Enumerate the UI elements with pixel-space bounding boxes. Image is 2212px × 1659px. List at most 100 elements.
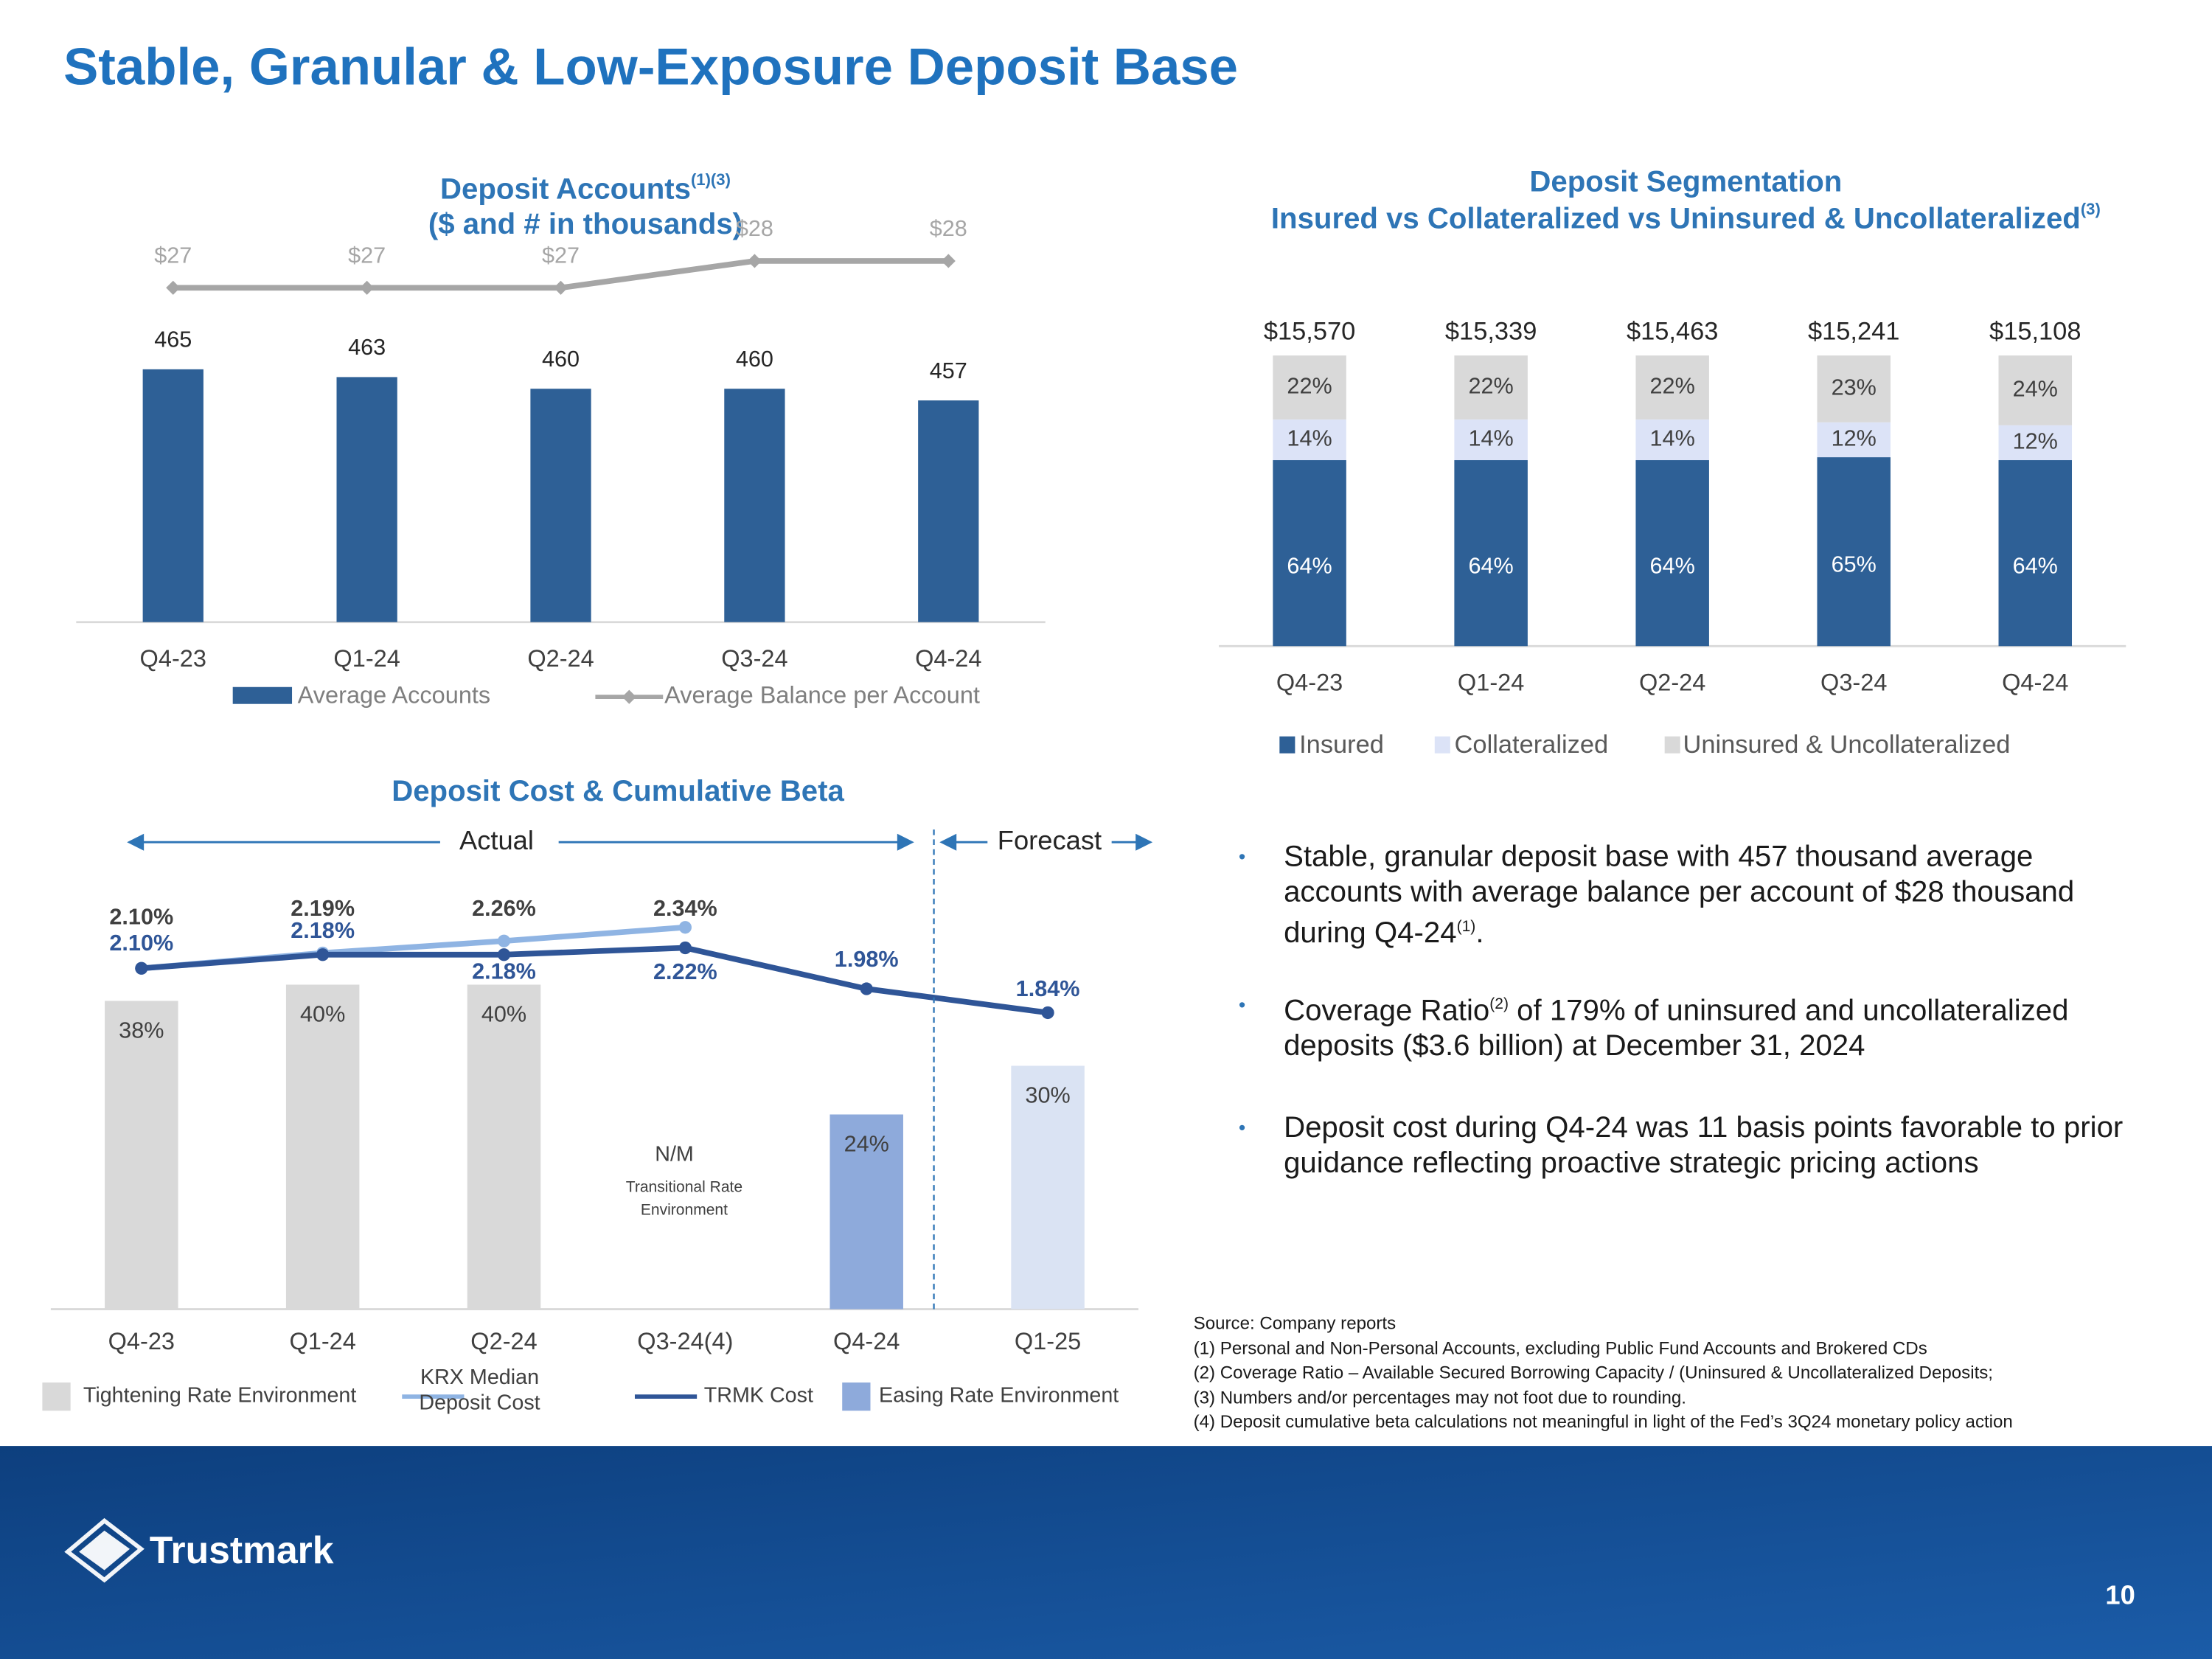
legend-label: Average Balance per Account (664, 682, 980, 709)
x-tick-label: Q4-24 (915, 645, 981, 672)
line-value-label: $27 (348, 243, 386, 268)
line-marker (941, 254, 956, 268)
line-value-label: 2.22% (653, 959, 717, 984)
segment-label: 22% (1468, 374, 1513, 399)
chart-title: Deposit Cost & Cumulative Beta (392, 774, 844, 807)
stacked-bar-segment (1273, 460, 1346, 647)
segment-label: 64% (1468, 553, 1513, 578)
line-marker (497, 948, 511, 961)
segment-label: 23% (1832, 375, 1877, 400)
bullet-text-part: Stable, granular deposit base with 457 t… (1284, 841, 2075, 950)
bar-value-label: 24% (844, 1132, 889, 1157)
segment-label: 12% (2013, 428, 2058, 453)
annotation: Actual (459, 825, 534, 855)
legend-label: TRMK Cost (704, 1384, 813, 1408)
bar-value-label: 30% (1025, 1083, 1070, 1108)
bar (467, 984, 541, 1310)
bullet: • Deposit cost during Q4-24 was 11 basis … (1239, 1110, 2141, 1181)
chart-subtitle-text: Insured vs Collateralized vs Uninsured &… (1271, 201, 2081, 234)
stacked-bar-segment (1273, 355, 1346, 420)
annotation: Transitional Rate Environment (625, 1179, 743, 1220)
x-tick-label: Q1-24 (333, 645, 400, 672)
bar (724, 389, 785, 622)
page-number: 10 (2105, 1579, 2135, 1610)
bullet-dot: • (1238, 1116, 1246, 1139)
legend-swatch (232, 686, 293, 704)
total-label: $15,463 (1627, 318, 1718, 346)
bullets-box: • Stable, granular deposit base with 457 … (1239, 839, 2141, 1180)
x-tick-label: Q2-24 (470, 1328, 537, 1354)
footnote: (3) Numbers and/or percentages may not f… (1193, 1387, 1687, 1408)
line-marker (1041, 1006, 1054, 1020)
bar-value-label: 38% (119, 1018, 164, 1043)
stacked-bar-segment (1635, 355, 1709, 420)
chart-title-sup: (1)(3) (691, 170, 731, 189)
line-value-label: 2.26% (472, 896, 536, 921)
line-marker (860, 982, 873, 995)
line-value-label: 2.34% (653, 896, 717, 921)
line-marker (166, 280, 181, 295)
bullet-text: Deposit cost during Q4-24 was 11 basis p… (1284, 1110, 2141, 1181)
bullets: • Stable, granular deposit base with 457 … (1239, 839, 2141, 1180)
segment-label: 12% (1832, 426, 1877, 451)
bullet-text: Stable, granular deposit base with 457 t… (1284, 839, 2141, 950)
x-tick-label: Q1-24 (289, 1328, 355, 1354)
legend-swatch (1279, 736, 1295, 754)
line-value-label: $28 (930, 216, 967, 241)
stacked-bar-segment (1998, 460, 2073, 647)
chart-subtitle: Insured vs Collateralized vs Uninsured &… (1271, 200, 2101, 234)
bar (285, 984, 360, 1310)
line-value-label: $27 (542, 243, 580, 268)
chart-title-text: Deposit Accounts (440, 172, 691, 205)
line-marker (316, 948, 330, 961)
x-tick-label: Q4-24 (2002, 669, 2068, 696)
total-label: $15,570 (1264, 318, 1355, 346)
x-tick-label: Q4-23 (140, 645, 206, 672)
bullet-text-part: Coverage Ratio (1284, 994, 1490, 1027)
bullet-text-part: of 179% of uninsured and uncollateralize… (1284, 994, 2069, 1062)
line-value-label: 1.98% (835, 947, 899, 972)
bar-value-label: 463 (348, 335, 386, 360)
stacked-bar-segment (1998, 355, 2073, 425)
segment-label: 22% (1650, 374, 1695, 399)
x-tick-label: Q2-24 (527, 645, 594, 672)
line-value-label: 2.18% (472, 959, 536, 984)
line-value-label: 2.18% (291, 918, 355, 943)
annotation-note: Transitional Rate Environment (625, 1179, 743, 1220)
annotation: Forecast (998, 825, 1102, 855)
line-marker (678, 921, 692, 934)
x-tick-label: Q4-23 (1276, 669, 1343, 696)
bar (336, 377, 397, 622)
legend-label: KRX Median Deposit Cost (419, 1366, 540, 1416)
line-value-label: 2.19% (291, 896, 355, 921)
x-tick-label: Q3-24 (721, 645, 787, 672)
line-series (141, 945, 1048, 1016)
segment-label: 24% (2013, 377, 2058, 402)
stacked-bar-segment (1817, 355, 1891, 422)
footnote: (2) Coverage Ratio – Available Secured B… (1193, 1363, 1994, 1382)
segment-label: 64% (2013, 553, 2058, 578)
total-label: $15,108 (1989, 318, 2081, 346)
logo-text: Trustmark (150, 1528, 334, 1571)
bullet: • Stable, granular deposit base with 457 … (1239, 839, 2141, 950)
stacked-bar-segment (1454, 355, 1528, 420)
bar (1011, 1065, 1085, 1310)
total-label: $15,339 (1445, 318, 1537, 346)
legend-label: Average Accounts (298, 682, 491, 709)
legend-swatch (842, 1382, 871, 1411)
legend-label: Tightening Rate Environment (83, 1384, 357, 1408)
segment-label: 14% (1468, 426, 1513, 451)
logo-icon (64, 1517, 145, 1583)
legend-marker (622, 689, 636, 704)
bar-value-label: 460 (736, 347, 773, 372)
stacked-bar-segment (1454, 460, 1528, 647)
line-value-label: $28 (736, 216, 773, 241)
legend-label: Uninsured & Uncollateralized (1683, 731, 2011, 759)
chart-title-text: Deposit Cost & Cumulative Beta (392, 774, 844, 807)
legend-swatch (42, 1382, 71, 1411)
stacked-bar-segment (1817, 422, 1891, 458)
segment-label: 64% (1650, 553, 1695, 578)
